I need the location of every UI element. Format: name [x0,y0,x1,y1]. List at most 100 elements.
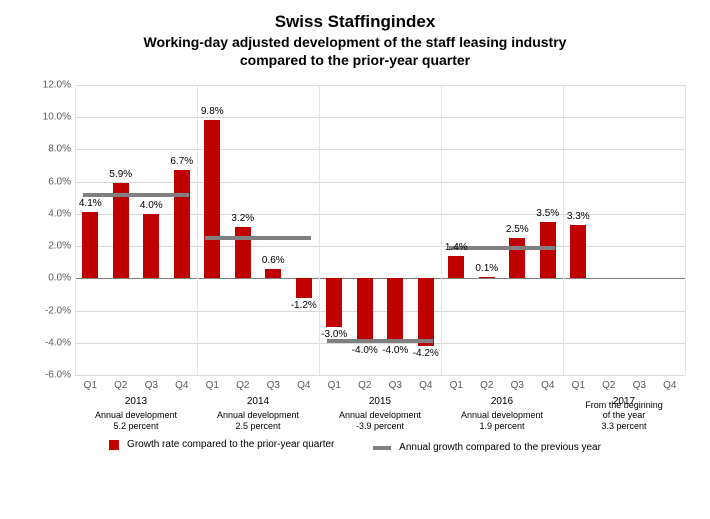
bar [82,212,98,278]
bar-value-label: 0.1% [475,263,498,274]
bar [204,120,220,278]
bar [540,222,556,278]
annual-growth-marker [83,193,190,197]
bar [235,227,251,279]
v-gridline [685,85,686,375]
bar-value-label: 0.6% [262,255,285,266]
bar [326,278,342,326]
x-quarter-label: Q2 [236,380,249,391]
plot-area [75,85,685,375]
annual-development-label: Annual development 2.5 percent [217,410,299,431]
annual-growth-marker [327,339,434,343]
x-quarter-label: Q1 [206,380,219,391]
bar-value-label: 3.2% [231,213,254,224]
x-quarter-label: Q2 [602,380,615,391]
bar [143,214,159,278]
legend-item-annual: Annual growth compared to the previous y… [373,442,601,453]
bar-value-label: 3.5% [536,208,559,219]
bar [296,278,312,297]
legend-label-bars: Growth rate compared to the prior-year q… [127,439,334,450]
bar [387,278,403,342]
bar [479,277,495,279]
x-year-label: 2014 [247,396,269,407]
v-gridline [563,85,564,375]
x-quarter-label: Q2 [480,380,493,391]
x-quarter-label: Q4 [541,380,554,391]
y-axis-label: 0.0% [25,273,71,284]
bar-value-label: -4.2% [413,348,439,359]
y-gridline [75,149,685,150]
subtitle-line-1: Working-day adjusted development of the … [144,34,567,50]
bar-value-label: -3.0% [321,329,347,340]
annual-development-label: Annual development 5.2 percent [95,410,177,431]
chart: -6.0% -4.0% -2.0% 0.0% 2.0% 4.0% 6.0% 8.0% 10.0%… [25,75,685,435]
x-quarter-label: Q1 [328,380,341,391]
annual-development-label: From the beginning of the year 3.3 perce… [585,400,663,431]
legend: Growth rate compared to the prior-year q… [18,439,692,453]
x-year-label: 2015 [369,396,391,407]
bar [174,170,190,278]
x-quarter-label: Q4 [297,380,310,391]
y-gridline [75,85,685,86]
y-axis-label: 6.0% [25,176,71,187]
bar-value-label: 4.1% [79,198,102,209]
y-gridline [75,117,685,118]
x-quarter-label: Q2 [358,380,371,391]
bar [570,225,586,278]
bar-value-label: 1.4% [445,242,468,253]
annual-growth-marker [205,236,312,240]
x-quarter-label: Q1 [450,380,463,391]
y-axis-label: -2.0% [25,305,71,316]
subtitle-line-2: compared to the prior-year quarter [240,52,470,68]
bar-value-label: 5.9% [109,169,132,180]
legend-item-bars: Growth rate compared to the prior-year q… [109,439,334,450]
y-gridline [75,214,685,215]
y-axis-label: -6.0% [25,370,71,381]
bar [509,238,525,278]
y-axis-label: 10.0% [25,112,71,123]
v-gridline [319,85,320,375]
bar [357,278,373,342]
x-quarter-label: Q1 [572,380,585,391]
y-gridline [75,375,685,376]
bar-value-label: 3.3% [567,211,590,222]
y-axis-label: 2.0% [25,241,71,252]
y-axis-label: 12.0% [25,80,71,91]
x-quarter-label: Q4 [419,380,432,391]
bar-value-label: 4.0% [140,200,163,211]
annual-development-label: Annual development -3.9 percent [339,410,421,431]
bar-value-label: -4.0% [382,345,408,356]
x-year-label: 2016 [491,396,513,407]
chart-title: Swiss Staffingindex [18,12,692,32]
x-quarter-label: Q4 [175,380,188,391]
bar [448,256,464,279]
v-gridline [441,85,442,375]
y-axis-label: 4.0% [25,208,71,219]
y-gridline [75,311,685,312]
page: Swiss Staffingindex Working-day adjusted… [0,0,710,519]
y-gridline [75,246,685,247]
bar-value-label: 2.5% [506,224,529,235]
annual-development-label: Annual development 1.9 percent [461,410,543,431]
y-axis-label: 8.0% [25,144,71,155]
x-quarter-label: Q3 [389,380,402,391]
legend-label-annual: Annual growth compared to the previous y… [399,442,601,453]
x-quarter-label: Q3 [267,380,280,391]
bars-swatch-icon [109,440,119,450]
bar [418,278,434,346]
bar-value-label: -1.2% [291,300,317,311]
bar-value-label: 6.7% [170,156,193,167]
x-quarter-label: Q1 [84,380,97,391]
bar [265,269,281,279]
v-gridline [75,85,76,375]
x-quarter-label: Q3 [145,380,158,391]
bar-value-label: 9.8% [201,106,224,117]
x-year-label: 2013 [125,396,147,407]
x-quarter-label: Q3 [511,380,524,391]
y-gridline [75,182,685,183]
bar [113,183,129,278]
x-quarter-label: Q2 [114,380,127,391]
annual-line-swatch-icon [373,446,391,450]
v-gridline [197,85,198,375]
y-axis-label: -4.0% [25,337,71,348]
